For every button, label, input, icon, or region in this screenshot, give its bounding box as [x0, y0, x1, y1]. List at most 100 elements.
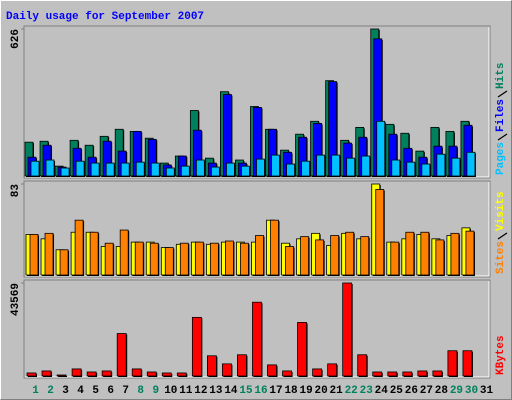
x-tick-label: 10	[164, 385, 177, 397]
legend-label: Hits	[495, 63, 507, 89]
bar	[206, 355, 217, 377]
bar	[271, 154, 280, 177]
bar	[372, 371, 383, 377]
bar	[436, 153, 446, 177]
bar	[240, 242, 249, 276]
bar	[222, 363, 232, 377]
legend-separator	[497, 90, 508, 98]
y-tick-label: 626	[10, 29, 22, 49]
legend-label: Sites	[495, 241, 507, 274]
bar	[241, 165, 250, 177]
bar	[357, 354, 368, 377]
bar	[191, 316, 202, 377]
bar	[345, 231, 355, 276]
x-tick-label: 19	[299, 385, 312, 397]
x-tick-label: 24	[375, 385, 389, 397]
x-tick-label: 20	[315, 385, 328, 397]
x-tick-label: 25	[390, 385, 404, 397]
bar	[466, 151, 476, 177]
chart-title: Daily usage for September 2007	[6, 11, 204, 23]
bar	[360, 236, 370, 276]
bar	[209, 242, 219, 276]
legend-label: KBytes	[495, 335, 507, 375]
bar	[451, 157, 461, 177]
x-tick-label: 28	[435, 385, 449, 397]
x-tick-label: 6	[107, 385, 114, 397]
x-tick-label: 27	[420, 385, 433, 397]
bar	[225, 240, 234, 276]
bar	[179, 242, 189, 276]
bar	[286, 163, 295, 177]
x-tick-label: 1	[32, 385, 39, 397]
bar	[161, 372, 172, 377]
bar	[312, 368, 323, 377]
bar	[146, 371, 157, 377]
x-tick-label: 22	[345, 385, 358, 397]
bar	[421, 163, 431, 177]
bar	[120, 162, 130, 177]
x-tick-label: 18	[284, 385, 298, 397]
bar	[105, 162, 115, 177]
x-tick-label: 16	[254, 385, 267, 397]
x-tick-label: 21	[330, 385, 344, 397]
bar	[447, 350, 458, 377]
bar	[465, 230, 475, 276]
bar	[89, 231, 99, 276]
bar	[406, 161, 416, 177]
bar	[194, 241, 204, 276]
bar	[134, 241, 144, 276]
bar	[86, 371, 97, 377]
x-tick-label: 5	[92, 385, 99, 397]
bar	[450, 232, 460, 276]
bar	[255, 235, 264, 276]
bar	[150, 162, 160, 177]
x-tick-label: 13	[209, 385, 223, 397]
x-tick-label: 7	[122, 385, 129, 397]
bar	[165, 167, 175, 177]
x-tick-label: 23	[360, 385, 374, 397]
bar	[267, 364, 277, 377]
bar	[315, 239, 325, 276]
bar	[149, 242, 159, 276]
bar	[90, 162, 100, 177]
bar	[131, 368, 142, 377]
bar	[300, 236, 309, 276]
bar	[330, 235, 340, 276]
bar	[210, 166, 220, 177]
bar	[41, 370, 52, 377]
bar	[417, 370, 428, 377]
bar	[226, 162, 235, 177]
bar	[29, 234, 39, 276]
y-tick-label: 43569	[10, 283, 22, 316]
bar	[195, 159, 205, 177]
bar	[26, 372, 37, 377]
bar	[361, 155, 371, 177]
x-tick-label: 8	[137, 385, 144, 397]
x-tick-label: 30	[465, 385, 478, 397]
bar	[342, 282, 353, 377]
bar	[45, 159, 55, 177]
x-tick-label: 2	[47, 385, 54, 397]
bar	[75, 160, 85, 177]
bar	[119, 229, 129, 276]
x-tick-label: 14	[224, 385, 238, 397]
bar	[104, 242, 114, 276]
bar	[101, 370, 112, 377]
x-tick-label: 31	[480, 385, 494, 397]
x-tick-label: 17	[269, 385, 282, 397]
bar	[252, 301, 262, 377]
bar	[432, 370, 443, 377]
bar	[60, 167, 70, 177]
bar	[116, 333, 127, 377]
bar	[176, 372, 187, 377]
bar	[71, 368, 82, 377]
bar	[135, 161, 145, 177]
bar	[435, 239, 445, 276]
bar	[30, 160, 40, 177]
legend-label: Visits	[495, 191, 507, 231]
legend-label: Files	[495, 99, 507, 132]
bar	[56, 374, 67, 377]
bar-shadow	[58, 375, 68, 377]
bar	[405, 231, 415, 276]
